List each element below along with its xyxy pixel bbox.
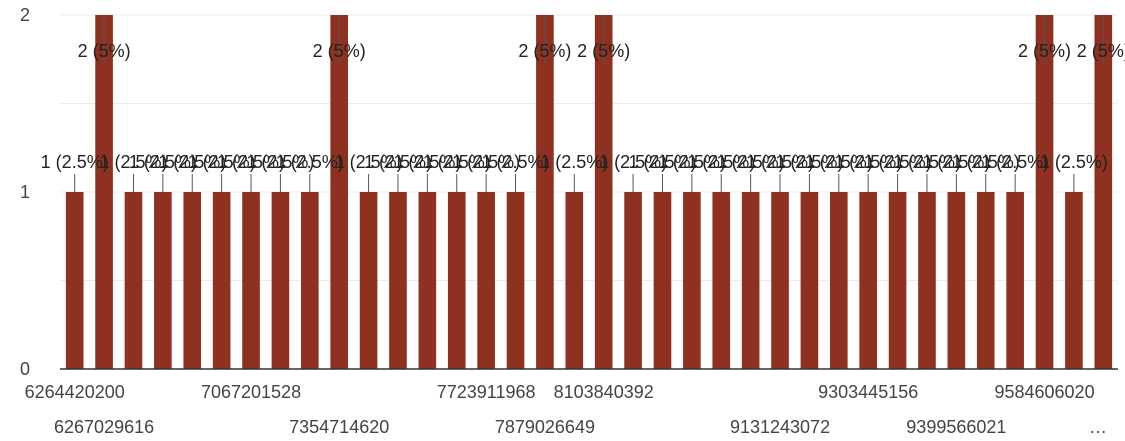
- data-label: 1 (2.5%): [893, 152, 961, 172]
- data-label: 1 (2.5%): [775, 152, 843, 172]
- data-label: 1 (2.5%): [687, 152, 755, 172]
- x-tick-label: 6264420200: [25, 382, 125, 402]
- gridlines: [60, 14, 1118, 281]
- bar: [1035, 15, 1054, 369]
- data-label: 1 (2.5%): [746, 152, 814, 172]
- bar: [594, 15, 613, 369]
- bar: [1065, 192, 1083, 369]
- bar: [1006, 192, 1024, 369]
- data-label: 1 (2.5%): [922, 152, 990, 172]
- bar: [976, 192, 995, 369]
- bar: [242, 192, 260, 369]
- data-label: 1 (2.5%): [1040, 152, 1108, 172]
- x-tick-label: 7354714620: [289, 417, 389, 437]
- data-label: 2 (5%): [1018, 41, 1071, 61]
- data-label: 1 (2.5%): [276, 152, 344, 172]
- bar: [565, 192, 584, 369]
- x-tick-label: 6267029616: [54, 417, 154, 437]
- data-label: 1 (2.5%): [217, 152, 285, 172]
- bar: [212, 192, 231, 369]
- bar: [418, 192, 437, 369]
- data-label: 1 (2.5%): [335, 152, 403, 172]
- bar: [683, 192, 701, 369]
- x-tick-label: 7723911968: [437, 382, 536, 402]
- bars: [65, 15, 1113, 369]
- y-tick-label: 2: [20, 5, 30, 25]
- y-tick-label: 1: [20, 182, 30, 202]
- x-tick-overflow-label: …: [1089, 417, 1107, 437]
- bar: [154, 192, 172, 369]
- bar: [1094, 15, 1113, 369]
- data-label: 1 (2.5%): [246, 152, 314, 172]
- bar: [300, 192, 319, 369]
- data-label: 1 (2.5%): [158, 152, 226, 172]
- data-label: 1 (2.5%): [628, 152, 696, 172]
- data-label: 1 (2.5%): [952, 152, 1020, 172]
- data-label: 1 (2.5%): [834, 152, 902, 172]
- data-label: 1 (2.5%): [482, 152, 550, 172]
- data-label: 1 (2.5%): [41, 152, 109, 172]
- bar: [653, 192, 672, 369]
- bar: [477, 192, 495, 369]
- data-label: 2 (5%): [78, 41, 131, 61]
- data-label: 2 (5%): [577, 41, 630, 61]
- data-label: 1 (2.5%): [805, 152, 873, 172]
- bar: [947, 192, 966, 369]
- bar: [888, 192, 907, 369]
- x-tick-label: 9399566021: [906, 417, 1006, 437]
- y-axis-ticks: 0 1 2: [20, 5, 30, 379]
- bar: [183, 192, 202, 369]
- data-label: 1 (2.5%): [393, 152, 461, 172]
- bar: [389, 192, 407, 369]
- x-tick-label: 9584606020: [994, 382, 1094, 402]
- y-tick-label: 0: [20, 359, 30, 379]
- data-label: 1 (2.5%): [540, 152, 608, 172]
- x-tick-label: 9303445156: [818, 382, 918, 402]
- bar: [741, 192, 760, 369]
- bar: [771, 192, 789, 369]
- data-label: 1 (2.5%): [99, 152, 167, 172]
- bar: [859, 192, 878, 369]
- bar: [330, 15, 349, 369]
- bar: [829, 192, 848, 369]
- bar: [536, 15, 554, 369]
- bar: [359, 192, 378, 369]
- data-label: 1 (2.5%): [188, 152, 256, 172]
- data-label: 1 (2.5%): [981, 152, 1049, 172]
- data-label: 1 (2.5%): [452, 152, 520, 172]
- data-labels: 1 (2.5%)2 (5%)1 (2.5%)1 (2.5%)1 (2.5%)1 …: [41, 15, 1125, 192]
- x-tick-label: 9131243072: [730, 417, 830, 437]
- data-label: 2 (5%): [518, 41, 571, 61]
- bar: [271, 192, 290, 369]
- data-label: 1 (2.5%): [658, 152, 726, 172]
- bar: [918, 192, 936, 369]
- bar: [506, 192, 525, 369]
- bar: [95, 15, 113, 369]
- data-label: 1 (2.5%): [864, 152, 932, 172]
- x-axis-ticks: 6264420200 6267029616 7067201528 7354714620…: [25, 382, 1107, 437]
- bar: [624, 192, 642, 369]
- data-label: 1 (2.5%): [364, 152, 432, 172]
- data-label: 1 (2.5%): [129, 152, 197, 172]
- x-tick-label: 7067201528: [201, 382, 301, 402]
- data-label: 1 (2.5%): [717, 152, 785, 172]
- x-tick-label: 7879026649: [495, 417, 595, 437]
- bar: [447, 192, 466, 369]
- bar: [124, 192, 143, 369]
- data-label: 1 (2.5%): [423, 152, 491, 172]
- data-label: 2 (5%): [313, 41, 366, 61]
- data-label: 2 (5%): [1077, 41, 1125, 61]
- bar: [65, 192, 84, 369]
- data-label: 1 (2.5%): [599, 152, 667, 172]
- bar: [712, 192, 731, 369]
- x-tick-label: 8103840392: [554, 382, 654, 402]
- bar: [800, 192, 819, 369]
